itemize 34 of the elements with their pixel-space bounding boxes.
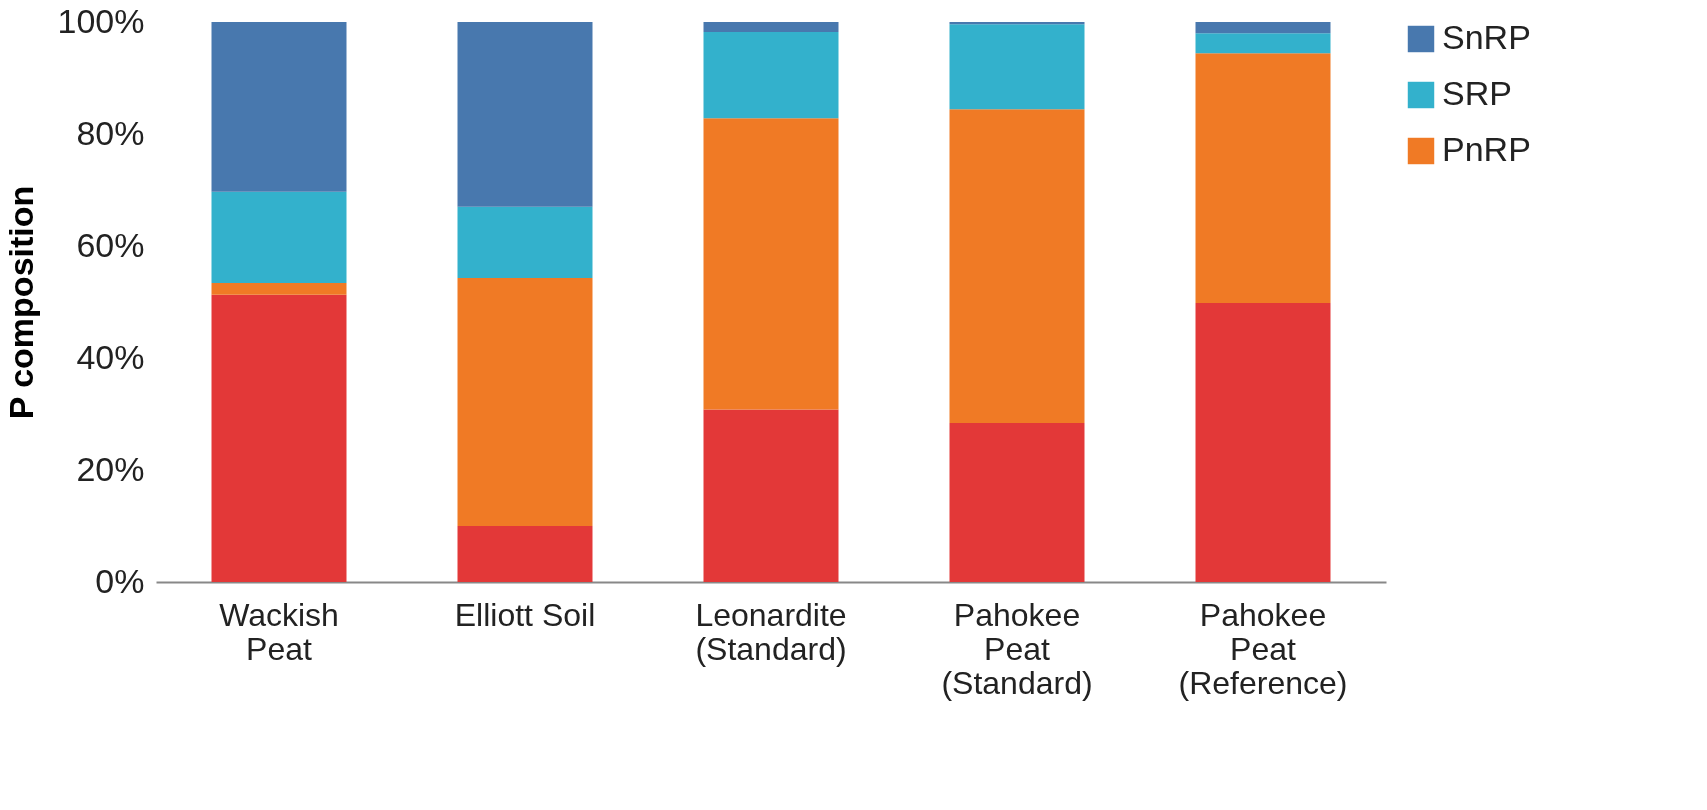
legend-label: SRP: [1442, 74, 1512, 112]
bar: [1195, 53, 1331, 304]
bar: [1195, 22, 1331, 34]
y-tick-label: 80%: [76, 113, 145, 152]
bar: [457, 22, 593, 207]
bar: [211, 22, 347, 192]
y-tick-label: 0%: [95, 561, 145, 600]
bar: [211, 294, 347, 582]
y-tick-label: 20%: [76, 449, 145, 488]
x-tick-label: Wackish Peat: [219, 596, 339, 667]
bar: [949, 24, 1085, 110]
bar: [457, 206, 593, 278]
bar: [457, 526, 593, 582]
y-tick-label: 40%: [76, 337, 145, 376]
x-tick-label: Elliott Soil: [454, 596, 596, 633]
y-tick-label: 60%: [76, 225, 145, 264]
bar: [703, 118, 839, 410]
x-tick-label: Pahokee Peat (Standard): [941, 596, 1093, 701]
bar: [211, 191, 347, 283]
legend-label: SnRP: [1442, 18, 1531, 56]
bar: [211, 282, 347, 295]
x-tick-label: Leonardite (Standard): [695, 596, 847, 667]
bar: [703, 409, 839, 582]
y-tick-label: 100%: [57, 1, 145, 40]
bar: [703, 32, 839, 119]
bar: [949, 109, 1085, 423]
bar: [1195, 303, 1331, 582]
bar: [949, 422, 1085, 582]
bar: [703, 22, 839, 33]
x-tick-label: Pahokee Peat (Reference): [1178, 596, 1348, 701]
bar: [1195, 33, 1331, 54]
bar: [457, 277, 593, 526]
legend-label: PnRP: [1442, 130, 1531, 168]
y-axis-title: P composition: [1, 185, 40, 420]
